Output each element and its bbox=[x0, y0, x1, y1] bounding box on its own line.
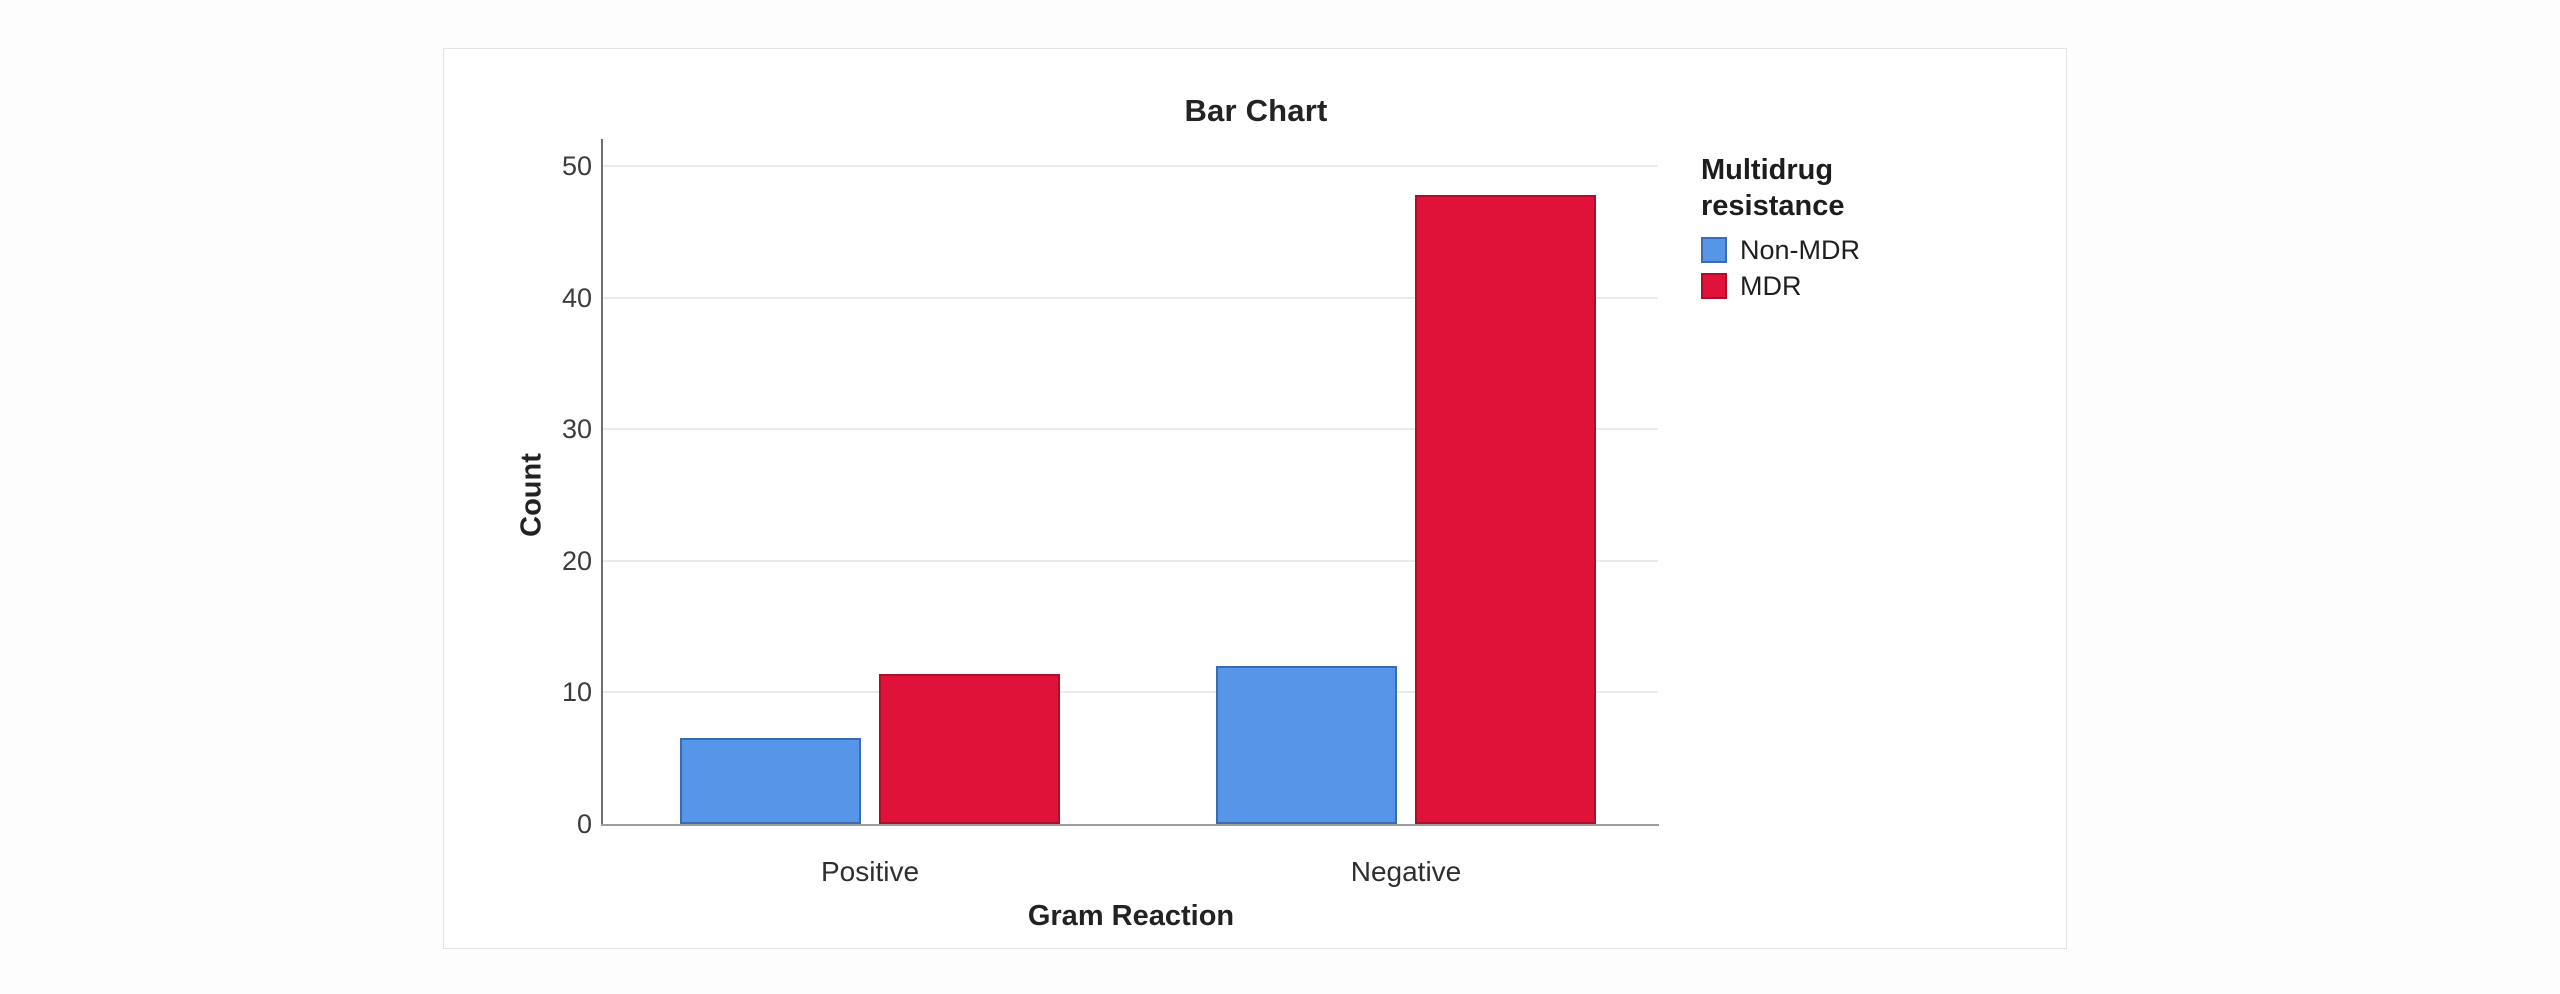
plot-area: 0 10 20 30 40 50 Positive Negative bbox=[444, 49, 2066, 948]
legend: Multidrug resistance Non-MDR MDR bbox=[1701, 152, 1921, 307]
y-tick-0: 0 bbox=[576, 809, 592, 839]
y-axis-line bbox=[601, 139, 603, 826]
y-tick-50: 50 bbox=[561, 151, 592, 181]
y-axis-title: Count bbox=[515, 453, 548, 537]
legend-swatch-non-mdr bbox=[1701, 237, 1727, 263]
legend-label-non-mdr: Non-MDR bbox=[1740, 235, 1861, 265]
x-axis-title: Gram Reaction bbox=[1027, 900, 1235, 932]
y-tick-40: 40 bbox=[561, 282, 592, 313]
x-axis-line bbox=[601, 824, 1659, 826]
y-tick-20: 20 bbox=[561, 545, 592, 576]
bar-negative-non-mdr bbox=[1216, 666, 1397, 824]
x-category-positive: Positive bbox=[820, 856, 920, 887]
legend-swatch-mdr bbox=[1701, 273, 1727, 299]
legend-item-non-mdr: Non-MDR bbox=[1701, 235, 1921, 265]
gridline-20 bbox=[602, 559, 1658, 562]
chart-card: Bar Chart 0 10 20 30 40 50 Positive Negative Co… bbox=[443, 48, 2067, 949]
gridline-30 bbox=[602, 428, 1658, 431]
bar-positive-non-mdr bbox=[680, 738, 861, 824]
gridline-40 bbox=[602, 296, 1658, 299]
y-tick-30: 30 bbox=[561, 414, 592, 445]
bar-negative-mdr bbox=[1415, 194, 1596, 824]
gridline-10 bbox=[602, 691, 1658, 694]
legend-item-mdr: MDR bbox=[1701, 271, 1921, 301]
legend-title: Multidrug resistance bbox=[1701, 154, 1845, 222]
legend-label-mdr: MDR bbox=[1740, 271, 1802, 301]
bar-positive-mdr bbox=[879, 673, 1060, 824]
y-tick-10: 10 bbox=[561, 677, 592, 708]
x-category-negative: Negative bbox=[1350, 856, 1462, 887]
gridline-50 bbox=[602, 165, 1658, 167]
chart-title: Bar Chart bbox=[1184, 93, 1328, 128]
